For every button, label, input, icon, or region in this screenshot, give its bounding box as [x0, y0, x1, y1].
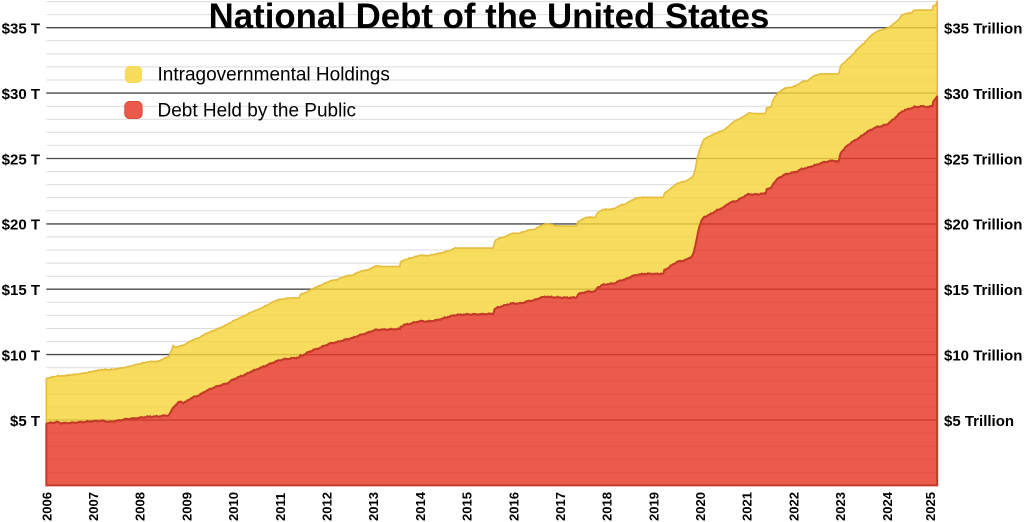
svg-text:2014: 2014: [413, 491, 428, 521]
svg-text:Intragovernmental Holdings: Intragovernmental Holdings: [158, 64, 390, 85]
svg-text:$35 Trillion: $35 Trillion: [944, 21, 1022, 38]
svg-text:2021: 2021: [740, 492, 755, 521]
svg-text:2007: 2007: [86, 492, 101, 521]
svg-text:2006: 2006: [39, 492, 54, 521]
svg-text:2023: 2023: [833, 492, 848, 521]
svg-text:$30 T: $30 T: [2, 86, 40, 103]
svg-text:2017: 2017: [553, 492, 568, 521]
svg-text:$20 T: $20 T: [2, 217, 40, 234]
svg-text:$5 T: $5 T: [10, 413, 40, 430]
svg-text:$15 T: $15 T: [2, 282, 40, 299]
svg-text:$10 T: $10 T: [2, 347, 40, 364]
svg-text:$30 Trillion: $30 Trillion: [944, 86, 1022, 103]
svg-text:2020: 2020: [693, 492, 708, 521]
svg-text:2009: 2009: [179, 492, 194, 521]
svg-text:$35 T: $35 T: [2, 21, 40, 38]
svg-text:2013: 2013: [366, 492, 381, 521]
svg-text:2019: 2019: [646, 492, 661, 521]
svg-text:2008: 2008: [133, 492, 148, 521]
svg-text:2011: 2011: [273, 493, 288, 521]
svg-text:2025: 2025: [923, 492, 938, 521]
svg-text:2024: 2024: [880, 491, 895, 521]
svg-text:2015: 2015: [460, 492, 475, 521]
svg-text:2012: 2012: [320, 492, 335, 521]
svg-text:National Debt of the United St: National Debt of the United States: [209, 0, 770, 36]
svg-text:2016: 2016: [506, 492, 521, 521]
svg-text:2010: 2010: [226, 492, 241, 521]
svg-text:$15 Trillion: $15 Trillion: [944, 282, 1022, 299]
svg-text:2018: 2018: [600, 492, 615, 521]
svg-text:Debt Held by the Public: Debt Held by the Public: [158, 100, 357, 121]
svg-text:$25 Trillion: $25 Trillion: [944, 151, 1022, 168]
svg-text:$5 Trillion: $5 Trillion: [944, 413, 1014, 430]
svg-text:2022: 2022: [786, 492, 801, 521]
svg-text:$25 T: $25 T: [2, 151, 40, 168]
svg-text:$10 Trillion: $10 Trillion: [944, 347, 1022, 364]
svg-text:$20 Trillion: $20 Trillion: [944, 217, 1022, 234]
